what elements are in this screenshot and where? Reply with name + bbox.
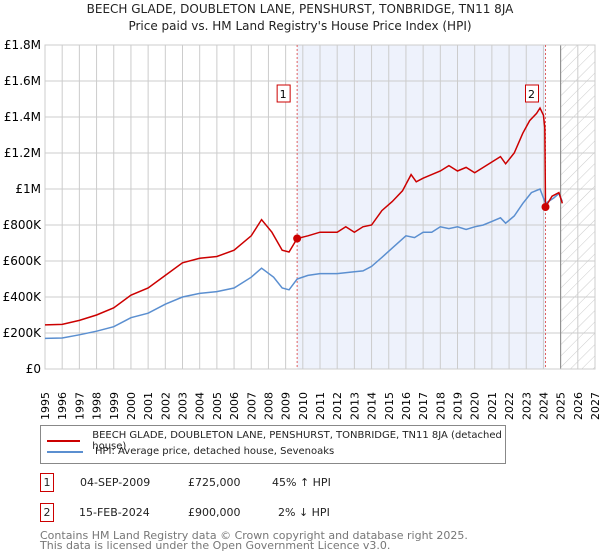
x-tick-label: 1996 xyxy=(56,392,69,420)
footer-line: This data is licensed under the Open Gov… xyxy=(40,539,391,552)
marker-label-box xyxy=(276,84,291,103)
x-tick-label: 1999 xyxy=(108,392,121,420)
x-tick-label: 2017 xyxy=(417,392,430,420)
x-tick-label: 2022 xyxy=(503,392,516,420)
legend-swatch-hpi xyxy=(47,450,83,453)
y-tick-label: £200K xyxy=(3,326,43,340)
footer-line: Contains HM Land Registry data © Crown c… xyxy=(40,529,468,542)
x-tick-label: 2016 xyxy=(400,392,413,420)
hpi-diff: 2% ↓ HPI xyxy=(278,506,330,519)
sale-date: 04-SEP-2009 xyxy=(80,476,151,489)
chart-subtitle: Price paid vs. HM Land Registry's House … xyxy=(128,19,472,33)
sale-point xyxy=(541,203,550,211)
x-tick-label: 2003 xyxy=(177,392,190,420)
marker-label: 2 xyxy=(528,88,535,101)
x-tick-label: 2021 xyxy=(486,392,499,420)
y-tick-label: £400K xyxy=(3,290,43,304)
x-tick-label: 2007 xyxy=(245,392,258,420)
marker-badge: 1 xyxy=(40,473,54,492)
sale-point xyxy=(293,234,302,243)
x-tick-label: 2006 xyxy=(228,392,241,420)
x-tick-label: 2008 xyxy=(262,392,275,420)
x-tick-label: 2005 xyxy=(211,392,224,420)
y-tick-label: £1.6M xyxy=(4,74,41,88)
legend: BEECH GLADE, DOUBLETON LANE, PENSHURST, … xyxy=(40,425,506,464)
series-line-price xyxy=(44,106,564,326)
sale-date: 15-FEB-2024 xyxy=(79,506,150,519)
x-tick-label: 2015 xyxy=(383,392,396,420)
footer: Contains HM Land Registry data © Crown c… xyxy=(40,529,468,552)
x-tick-label: 2027 xyxy=(589,392,600,420)
x-tick-label: 1995 xyxy=(39,392,52,420)
marker-badge: 2 xyxy=(40,503,54,522)
x-tick-label: 2000 xyxy=(125,392,138,420)
y-tick-label: £1.2M xyxy=(4,146,41,160)
x-tick-label: 2025 xyxy=(555,392,568,420)
x-tick-label: 1998 xyxy=(91,392,104,420)
x-tick-label: 2018 xyxy=(434,392,447,420)
x-tick-label: 2010 xyxy=(297,392,310,420)
y-tick-label: £1M xyxy=(15,182,41,196)
y-tick-label: £800K xyxy=(3,218,43,232)
hpi-diff: 45% ↑ HPI xyxy=(272,476,331,489)
x-tick-label: 2013 xyxy=(348,392,361,420)
legend-swatch-price xyxy=(47,440,81,442)
x-tick-label: 2002 xyxy=(159,392,172,420)
x-tick-label: 2014 xyxy=(366,392,379,420)
plot-area: 1995 1996 1997 1998 1999 2000 2001 2002 2003 2004… xyxy=(3,38,600,420)
sale-price: £725,000 xyxy=(188,476,241,489)
x-tick-label: 2024 xyxy=(537,392,550,420)
legend-label-price: BEECH GLADE, DOUBLETON LANE, PENSHURST, … xyxy=(92,430,502,452)
sale-price: £900,000 xyxy=(188,506,241,519)
x-tick-label: 2011 xyxy=(314,392,327,420)
marker-label-box xyxy=(525,84,539,103)
table-row: 1 04-SEP-2009 £725,000 45% ↑ HPI xyxy=(40,473,540,495)
x-tick-label: 2026 xyxy=(572,392,585,420)
series-line-hpi xyxy=(44,188,564,340)
y-tick-label: £600K xyxy=(3,254,43,268)
y-tick-label: £1.4M xyxy=(4,110,41,124)
x-tick-label: 2020 xyxy=(469,392,482,420)
legend-label-hpi: HPI: Average price, detached house, Seve… xyxy=(95,446,335,457)
x-tick-label: 2023 xyxy=(520,392,533,420)
x-tick-label: 2004 xyxy=(194,392,207,420)
x-tick-label: 2019 xyxy=(452,392,465,420)
sale-period-shading xyxy=(297,45,546,369)
marker-label: 1 xyxy=(280,88,287,101)
chart-title: BEECH GLADE, DOUBLETON LANE, PENSHURST, … xyxy=(86,2,514,16)
y-tick-label: £0 xyxy=(26,362,41,376)
table-row: 2 15-FEB-2024 £900,000 2% ↓ HPI xyxy=(40,503,540,525)
y-tick-label: £1.8M xyxy=(4,38,41,52)
x-tick-label: 1997 xyxy=(73,392,86,420)
x-tick-label: 2001 xyxy=(142,392,155,420)
x-tick-label: 2012 xyxy=(331,392,344,420)
x-tick-label: 2009 xyxy=(280,392,293,420)
plot-border xyxy=(44,44,596,370)
